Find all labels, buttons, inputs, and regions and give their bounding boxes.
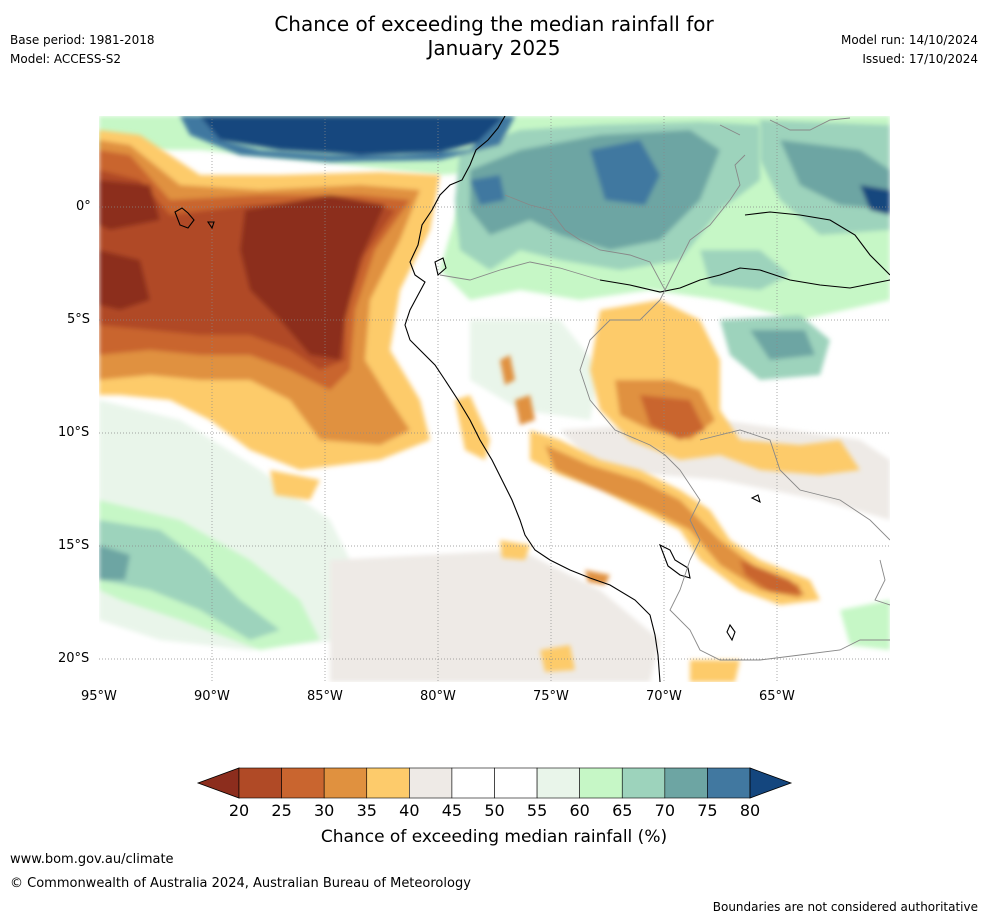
- colorbar-arrow-low: [196, 767, 240, 799]
- colorbar-segment: [579, 767, 623, 799]
- colorbar-tick-label: 60: [569, 801, 590, 820]
- lat-label-10s: 10°S: [58, 425, 90, 440]
- lon-label-65w: 65°W: [759, 689, 795, 704]
- title-line-2: January 2025: [427, 36, 561, 60]
- colorbar-tick-label: 45: [441, 801, 463, 820]
- colorbar-segment: [366, 767, 410, 799]
- colorbar-segment: [281, 767, 325, 799]
- model-run-text: Model run: 14/10/2024: [840, 33, 978, 47]
- colorbar-arrow-high: [749, 767, 793, 799]
- colorbar-tick-label: 55: [526, 801, 548, 820]
- lon-label-70w: 70°W: [646, 689, 682, 704]
- lat-label-0: 0°: [76, 199, 91, 214]
- colorbar-segment: [707, 767, 751, 799]
- colorbar-tick-label: 65: [612, 801, 633, 820]
- lat-label-20s: 20°S: [58, 651, 90, 666]
- colorbar-tick-label: 75: [697, 801, 718, 820]
- colorbar-tick-label: 50: [484, 801, 505, 820]
- coastline: [174, 116, 890, 682]
- issued-text: Issued: 17/10/2024: [862, 52, 978, 66]
- colorbar-segment: [238, 767, 282, 799]
- model-text: Model: ACCESS-S2: [10, 52, 122, 66]
- lon-label-85w: 85°W: [307, 689, 343, 704]
- website-text: www.bom.gov.au/climate: [10, 852, 174, 867]
- lat-label-15s: 15°S: [58, 538, 90, 553]
- colorbar-tick-label: 80: [739, 801, 761, 820]
- colorbar-segment: [494, 767, 538, 799]
- colorbar-tick-label: 25: [271, 801, 292, 820]
- lon-label-80w: 80°W: [420, 689, 456, 704]
- colorbar: [196, 767, 793, 799]
- colorbar-segment: [536, 767, 580, 799]
- title-line-1: Chance of exceeding the median rainfall …: [274, 12, 714, 36]
- colorbar-segment: [664, 767, 708, 799]
- colorbar-tick-label: 70: [654, 801, 675, 820]
- colorbar-segment: [323, 767, 368, 799]
- colorbar-segment: [621, 767, 666, 799]
- colorbar-segment: [409, 767, 453, 799]
- colorbar-tick-label: 20: [228, 801, 250, 820]
- colorbar-tick-label: 35: [356, 801, 377, 820]
- base-period-text: Base period: 1981-2018: [10, 33, 155, 47]
- disclaimer-text: Boundaries are not considered authoritat…: [712, 900, 978, 914]
- lat-label-5s: 5°S: [67, 312, 91, 327]
- lon-label-95w: 95°W: [81, 689, 117, 704]
- copyright-text: © Commonwealth of Australia 2024, Austra…: [10, 876, 471, 891]
- colorbar-tick-label: 30: [313, 801, 335, 820]
- graticule: [99, 116, 890, 682]
- map-title: Chance of exceeding the median rainfall …: [0, 12, 988, 60]
- lon-label-90w: 90°W: [194, 689, 230, 704]
- country-borders: [439, 117, 890, 661]
- probability-field: [99, 116, 890, 682]
- colorbar-segment: [451, 767, 495, 799]
- colorbar-title: Chance of exceeding median rainfall (%): [320, 827, 668, 847]
- lon-label-75w: 75°W: [533, 689, 569, 704]
- colorbar-tick-label: 40: [399, 801, 420, 820]
